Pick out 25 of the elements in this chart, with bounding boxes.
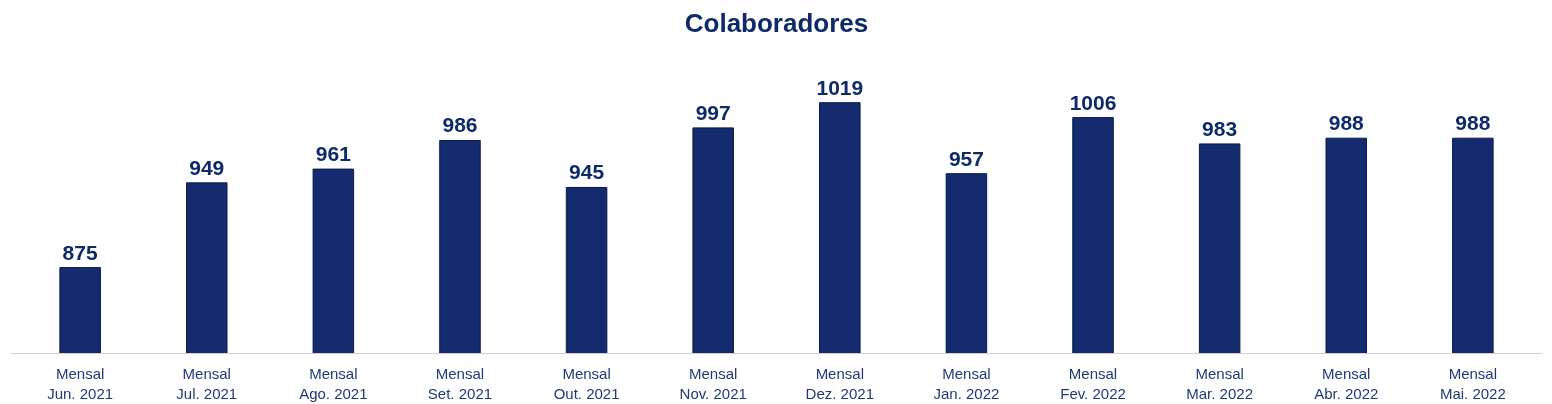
data-label: 986 — [442, 113, 478, 137]
data-label: 997 — [695, 100, 731, 124]
data-label: 875 — [62, 240, 98, 264]
data-label: 988 — [1328, 111, 1365, 135]
x-tick-label: Mensal Jan. 2022 — [933, 364, 1000, 402]
x-tick-label: Mensal Abr. 2022 — [1314, 364, 1379, 402]
x-tick-label: Mensal Mar. 2022 — [1186, 364, 1253, 402]
x-tick-label: Mensal Jul. 2021 — [176, 364, 238, 402]
x-tick-label: Mensal Jun. 2021 — [47, 364, 114, 402]
data-label: 957 — [948, 146, 984, 170]
data-label: 1006 — [1069, 90, 1117, 114]
chart-title: Colaboradores — [684, 7, 869, 38]
data-label: 988 — [1455, 111, 1491, 135]
data-label: 1019 — [816, 75, 864, 99]
data-label: 983 — [1202, 116, 1238, 140]
data-label: 961 — [315, 142, 352, 166]
x-tick-label: Mensal Dez. 2021 — [805, 364, 875, 402]
data-label: 949 — [189, 155, 225, 179]
x-tick-label: Mensal Ago. 2021 — [299, 364, 368, 402]
x-tick-label: Mensal Set. 2021 — [427, 364, 493, 402]
x-tick-label: Mensal Nov. 2021 — [679, 364, 747, 402]
x-tick-label: Mensal Fev. 2022 — [1060, 364, 1126, 402]
data-label: 945 — [569, 160, 605, 184]
x-tick-label: Mensal Out. 2021 — [553, 364, 620, 402]
x-tick-label: Mensal Mai. 2022 — [1439, 364, 1506, 402]
